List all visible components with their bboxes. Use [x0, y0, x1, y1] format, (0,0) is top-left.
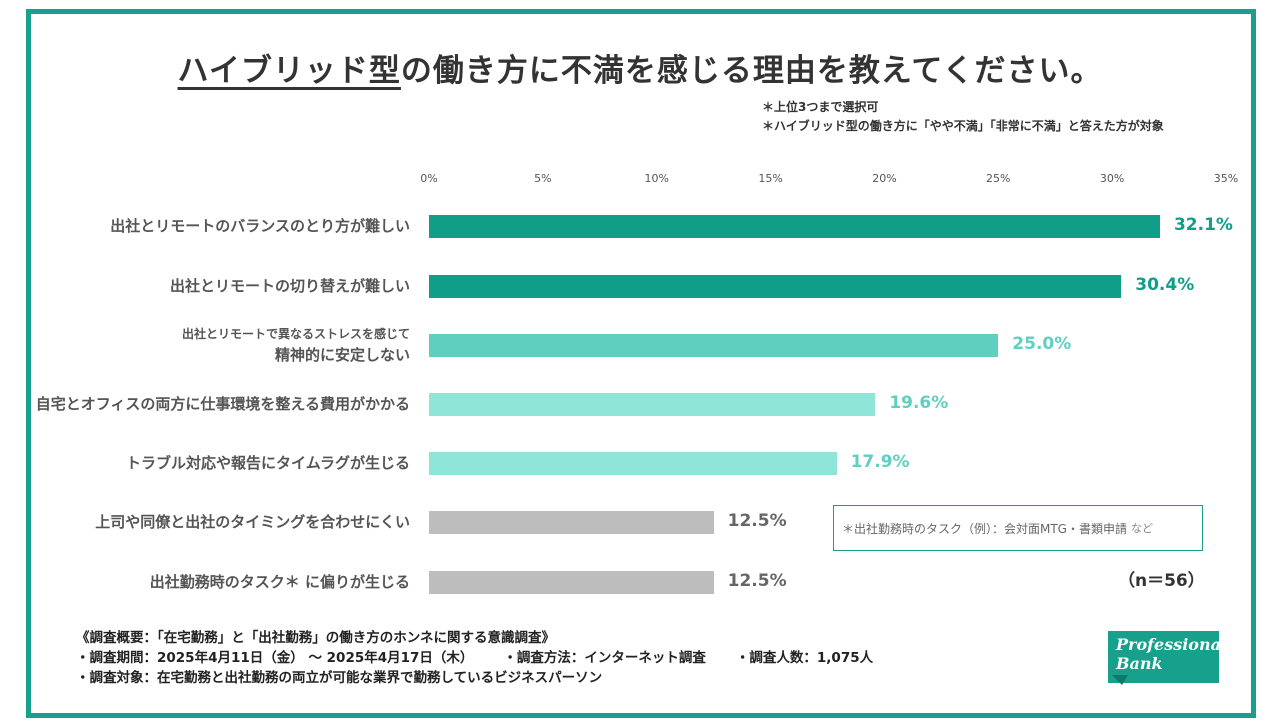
category-label: 出社とリモートで異なるストレスを感じて 精神的に安定しない [181, 327, 410, 364]
task-footnote-box: ＊出社勤務時のタスク（例）：会対面MTG・書類申請 など [833, 505, 1203, 551]
value-label: 30.4% [1135, 275, 1195, 295]
value-label: 32.1% [1173, 215, 1233, 235]
bar [429, 392, 876, 416]
survey-overview: 《調査概要：「在宅勤務」と「出社勤務」の働き方のホンネに関する意識調査》 ・調査… [76, 628, 873, 688]
logo-tail [1112, 675, 1128, 685]
value-label: 19.6% [889, 393, 949, 413]
category-label: 出社とリモートの切り替えが難しい [169, 276, 410, 295]
note-line: ＊ハイブリッド型の働き方に「やや不満」「非常に不満」と答えた方が対象 [762, 119, 1164, 133]
x-tick-label: 20% [872, 172, 897, 185]
chart-title: ハイブリッド型の働き方に不満を感じる理由を教えてください。 [0, 45, 1280, 90]
task-footnote-suffix: など [1131, 522, 1153, 535]
notes: ＊上位3つまで選択可 ＊ハイブリッド型の働き方に「やや不満」「非常に不満」と答え… [762, 98, 1164, 136]
title-rest: の働き方に不満を感じる理由を教えてください。 [400, 53, 1103, 89]
bar [429, 510, 714, 534]
bar [429, 274, 1122, 298]
value-label: 25.0% [1012, 334, 1072, 354]
survey-method: ・調査方法：インターネット調査 [503, 650, 706, 666]
logo-line1: Professional [1116, 635, 1228, 654]
x-tick-label: 5% [534, 172, 552, 185]
value-label: 17.9% [850, 452, 910, 472]
bar [429, 214, 1160, 238]
value-label: 12.5% [727, 571, 787, 591]
category-label: 自宅とオフィスの両方に仕事環境を整える費用がかかる [35, 394, 410, 413]
x-tick-label: 35% [1213, 172, 1239, 185]
logo-line2: Bank [1116, 654, 1163, 673]
note-line: ＊上位3つまで選択可 [762, 100, 879, 114]
survey-row: ・調査期間：2025年4月11日（金） ～ 2025年4月17日（木） ・調査方法… [76, 648, 873, 668]
survey-title: 《調査概要：「在宅勤務」と「出社勤務」の働き方のホンネに関する意識調査》 [76, 630, 555, 646]
category-label: トラブル対応や報告にタイムラグが生じる [126, 453, 410, 472]
x-tick-label: 30% [1099, 172, 1125, 185]
category-label: 出社とリモートのバランスのとり方が難しい [110, 216, 410, 235]
bar [429, 333, 999, 357]
category-label: 出社勤務時のタスク＊ に偏りが生じる [149, 572, 410, 591]
x-tick-label: 25% [986, 172, 1011, 185]
x-tick-label: 15% [758, 172, 783, 185]
task-footnote-text: ＊出社勤務時のタスク（例）：会対面MTG・書類申請 [842, 521, 1127, 536]
survey-target: ・調査対象：在宅勤務と出社勤務の両立が可能な業界で勤務しているビジネスパーソン [76, 670, 603, 686]
title-underlined-part: ハイブリッド型 [177, 53, 401, 89]
value-label: 12.5% [727, 511, 787, 531]
bar [429, 570, 714, 594]
x-tick-label: 10% [644, 172, 669, 185]
sample-size-label: （n＝56） [1118, 571, 1205, 591]
category-label: 上司や同僚と出社のタイミングを合わせにくい [95, 512, 410, 531]
survey-count: ・調査人数：1,075人 [735, 650, 874, 666]
survey-period: ・調査期間：2025年4月11日（金） ～ 2025年4月17日（木） [76, 650, 474, 666]
x-tick-label: 0% [420, 172, 438, 185]
professional-bank-logo: Professional Bank [1108, 631, 1228, 685]
bar [429, 451, 837, 475]
chart-frame [26, 9, 1256, 718]
